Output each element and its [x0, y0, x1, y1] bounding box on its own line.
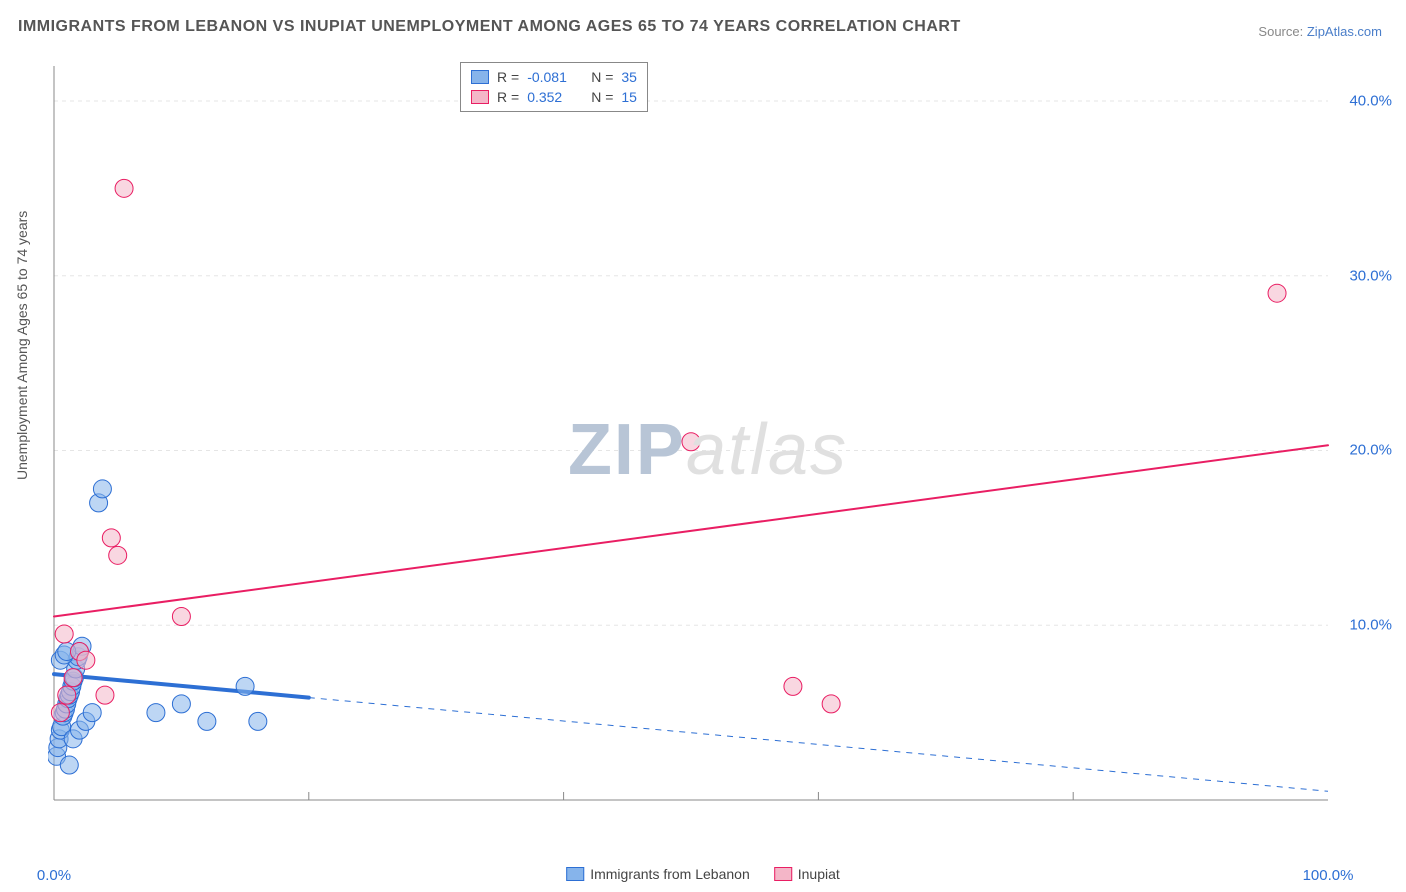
- x-tick-label: 100.0%: [1303, 867, 1354, 884]
- legend-row: R = -0.081 N = 35: [471, 67, 637, 87]
- legend-swatch: [566, 867, 584, 881]
- scatter-chart: [48, 60, 1368, 840]
- r-value: 0.352: [527, 89, 583, 105]
- legend-label: Immigrants from Lebanon: [590, 866, 750, 882]
- r-value: -0.081: [527, 69, 583, 85]
- n-label: N =: [591, 69, 613, 85]
- y-tick-label: 10.0%: [1349, 617, 1392, 634]
- y-tick-label: 20.0%: [1349, 442, 1392, 459]
- legend-swatch: [471, 90, 489, 104]
- chart-title: IMMIGRANTS FROM LEBANON VS INUPIAT UNEMP…: [18, 18, 961, 36]
- legend-item: Inupiat: [774, 866, 840, 882]
- n-value: 35: [621, 69, 637, 85]
- y-tick-label: 30.0%: [1349, 267, 1392, 284]
- x-tick-label: 0.0%: [37, 867, 71, 884]
- legend-swatch: [774, 867, 792, 881]
- legend-row: R = 0.352 N = 15: [471, 87, 637, 107]
- chart-area: ZIPatlas: [48, 60, 1368, 840]
- y-tick-label: 40.0%: [1349, 92, 1392, 109]
- y-axis-label: Unemployment Among Ages 65 to 74 years: [14, 211, 30, 480]
- correlation-legend: R = -0.081 N = 35 R = 0.352 N = 15: [460, 62, 648, 112]
- source-link[interactable]: ZipAtlas.com: [1307, 24, 1382, 39]
- legend-swatch: [471, 70, 489, 84]
- legend-item: Immigrants from Lebanon: [566, 866, 750, 882]
- series-legend: Immigrants from Lebanon Inupiat: [566, 866, 840, 882]
- source-attribution: Source: ZipAtlas.com: [1258, 24, 1382, 39]
- n-label: N =: [591, 89, 613, 105]
- r-label: R =: [497, 69, 519, 85]
- source-label: Source:: [1258, 24, 1303, 39]
- n-value: 15: [621, 89, 637, 105]
- r-label: R =: [497, 89, 519, 105]
- legend-label: Inupiat: [798, 866, 840, 882]
